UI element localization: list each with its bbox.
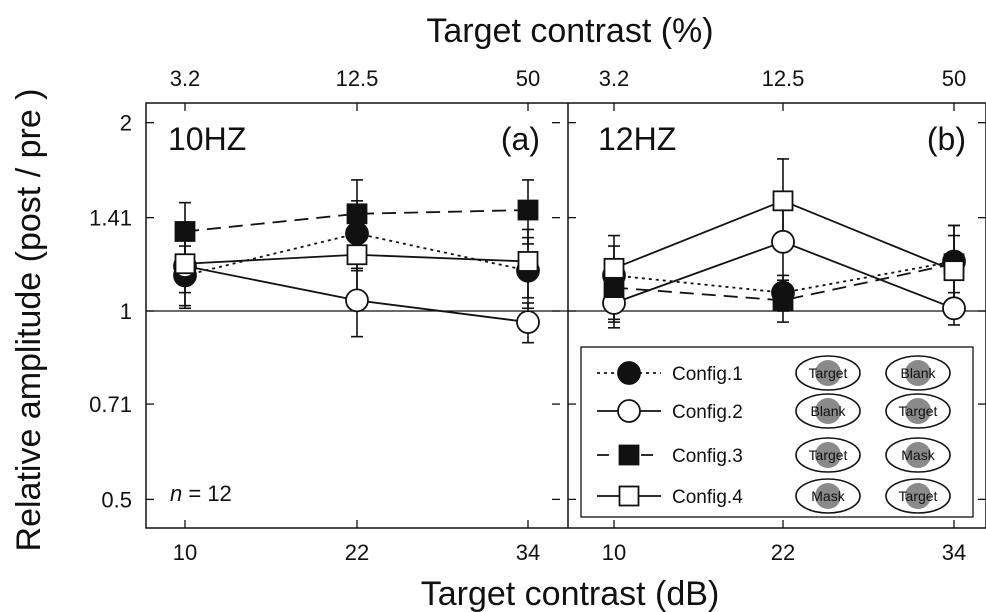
data-point <box>516 310 540 335</box>
legend-marker <box>618 444 640 466</box>
top-tick-label: 12.5 <box>336 66 379 91</box>
data-point <box>517 199 539 221</box>
sample-size-label: n = 12 <box>170 481 232 506</box>
top-axis-title: Target contrast (%) <box>426 12 713 50</box>
x-tick-label: 22 <box>345 540 369 565</box>
y-tick-label: 0.71 <box>89 392 132 417</box>
top-tick-label: 3.2 <box>170 66 201 91</box>
data-point <box>603 277 625 298</box>
stimulus-label: Mask <box>901 447 935 463</box>
stimulus-label: Target <box>899 403 938 419</box>
top-tick-label: 50 <box>516 66 540 91</box>
data-point <box>174 221 196 242</box>
stimulus-patch <box>905 442 931 468</box>
top-tick-label: 3.2 <box>599 66 630 91</box>
data-point <box>772 190 794 212</box>
stimulus-patch <box>815 442 841 468</box>
stimulus-label: Target <box>809 447 848 463</box>
panel-a-tag: (a) <box>501 121 540 157</box>
stimulus-patch <box>905 483 931 509</box>
data-point <box>174 253 196 275</box>
data-point <box>771 229 795 254</box>
stimulus-label: Target <box>899 488 938 504</box>
data-point <box>772 289 794 311</box>
x-tick-label: 22 <box>771 540 795 565</box>
stimulus-patch <box>815 360 841 386</box>
ticks-layer: 0.5 0.71 1 1.41 2 10 3.2 22 12.5 34 50 10 3.2 22 12.5 3… <box>89 66 986 565</box>
stimulus-patch <box>815 483 841 509</box>
stimulus-patch <box>905 360 931 386</box>
data-point <box>345 288 369 313</box>
legend-marker <box>617 361 641 385</box>
legend: Config.1 Target Blank Config.2 Blank Target Co… <box>580 346 974 518</box>
data-point <box>346 244 368 266</box>
stimulus-label: Blank <box>900 365 936 381</box>
x-tick-label: 10 <box>173 540 197 565</box>
sample-size-value: = 12 <box>182 481 232 506</box>
data-point <box>603 257 625 279</box>
legend-marker <box>618 485 640 507</box>
data-point <box>346 203 368 225</box>
stimulus-label: Blank <box>810 403 846 419</box>
stimulus-label: Target <box>809 365 848 381</box>
legend-label: Config.1 <box>672 364 743 385</box>
legend-label: Config.2 <box>672 402 743 423</box>
data-point <box>345 221 369 246</box>
y-tick-label: 2 <box>120 111 132 136</box>
y-axis-title: Relative amplitude (post / pre ) <box>10 89 48 552</box>
panel-b-tag: (b) <box>927 121 966 157</box>
stimulus-label: Mask <box>811 488 845 504</box>
series-line <box>184 209 529 233</box>
top-tick-label: 50 <box>942 66 966 91</box>
series-line <box>613 262 955 302</box>
sample-size-symbol: n <box>170 481 182 506</box>
legend-label: Config.3 <box>672 446 743 467</box>
legend-label: Config.4 <box>672 487 743 508</box>
y-tick-label: 0.5 <box>101 487 132 512</box>
data-point <box>517 251 539 272</box>
bottom-axis-title: Target contrast (dB) <box>421 575 720 612</box>
y-tick-label: 1.41 <box>89 206 132 231</box>
stimulus-patch <box>815 398 841 424</box>
x-tick-label: 10 <box>602 540 626 565</box>
y-tick-label: 1 <box>120 299 132 324</box>
legend-marker <box>617 399 641 423</box>
x-tick-label: 34 <box>516 540 540 565</box>
stimulus-patch <box>905 398 931 424</box>
plot-frame <box>145 102 986 529</box>
x-tick-label: 34 <box>942 540 966 565</box>
top-tick-label: 12.5 <box>762 66 805 91</box>
data-point <box>942 296 966 321</box>
panel-b-name: 12HZ <box>598 121 676 157</box>
data-point <box>943 260 965 282</box>
series-layer <box>173 158 966 344</box>
panel-a-name: 10HZ <box>168 121 246 157</box>
